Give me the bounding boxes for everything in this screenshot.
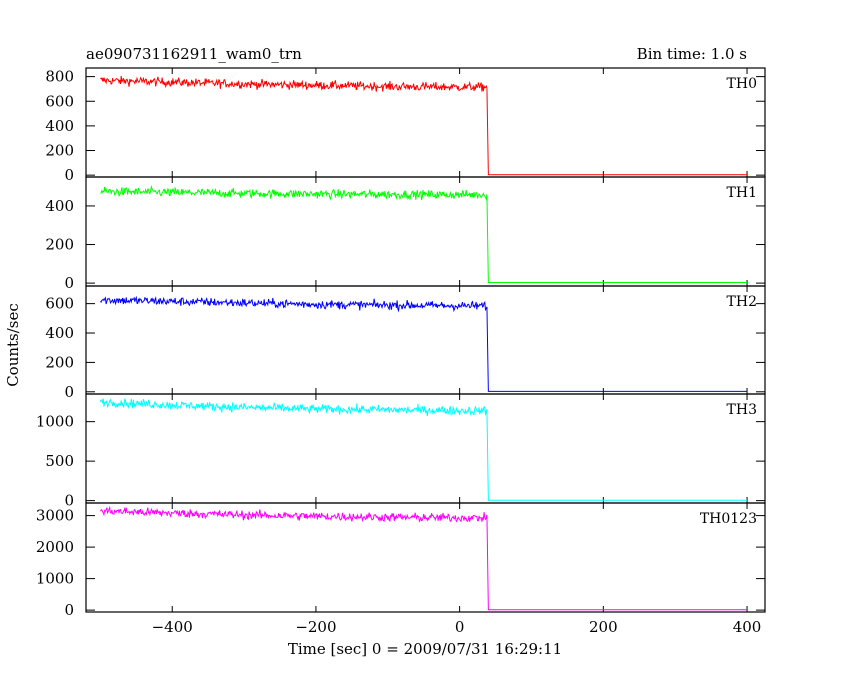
x-tick-label: 0 bbox=[455, 618, 465, 636]
y-tick-label: 3000 bbox=[36, 507, 74, 525]
y-tick-label: 800 bbox=[45, 68, 74, 86]
x-tick-label: −400 bbox=[152, 618, 193, 636]
y-tick-label: 500 bbox=[45, 452, 74, 470]
y-tick-label: 1000 bbox=[36, 570, 74, 588]
y-tick-label: 200 bbox=[45, 353, 74, 371]
series-line-th0123 bbox=[99, 505, 748, 611]
y-tick-label: 0 bbox=[64, 601, 74, 619]
y-tick-label: 1000 bbox=[36, 413, 74, 431]
chart-title: ae090731162911_wam0_trn bbox=[86, 45, 302, 63]
series-line-th1 bbox=[100, 185, 748, 284]
x-tick-label: 400 bbox=[733, 618, 762, 636]
series-line-th2 bbox=[100, 295, 748, 392]
panel-th2: 0 200 400 600 TH2 bbox=[45, 285, 766, 401]
x-axis-label: Time [sec] 0 = 2009/07/31 16:29:11 bbox=[288, 640, 562, 658]
y-tick-label: 0 bbox=[64, 274, 74, 292]
series-label-th1: TH1 bbox=[727, 185, 757, 201]
y-tick-label: 400 bbox=[45, 324, 74, 342]
x-tick-label: 200 bbox=[589, 618, 618, 636]
series-label-th2: TH2 bbox=[727, 294, 757, 310]
series-label-th0: TH0 bbox=[727, 76, 757, 92]
y-tick-label: 400 bbox=[45, 197, 74, 215]
x-axis: −400 −200 0 200 400 bbox=[152, 618, 762, 636]
y-tick-label: 2000 bbox=[36, 538, 74, 556]
y-tick-label: 0 bbox=[64, 166, 74, 184]
y-tick-label: 0 bbox=[64, 492, 74, 510]
y-tick-label: 200 bbox=[45, 142, 74, 160]
series-line-th3 bbox=[99, 398, 748, 501]
series-label-th0123: TH0123 bbox=[700, 511, 757, 527]
y-axis-label: Counts/sec bbox=[4, 303, 22, 387]
y-tick-label: 600 bbox=[45, 92, 74, 110]
panel-th3: 0 500 1000 TH3 bbox=[36, 393, 766, 510]
y-tick-label: 200 bbox=[45, 236, 74, 254]
panel-th0123: 0 1000 2000 3000 TH0123 bbox=[36, 502, 766, 619]
series-line-th0 bbox=[100, 75, 748, 176]
y-tick-label: 600 bbox=[45, 295, 74, 313]
series-label-th3: TH3 bbox=[727, 402, 757, 418]
y-tick-label: 400 bbox=[45, 117, 74, 135]
bin-time-label: Bin time: 1.0 s bbox=[637, 45, 747, 63]
y-tick-label: 0 bbox=[64, 383, 74, 401]
panel-frame bbox=[85, 502, 766, 613]
panel-th1: 0 200 400 TH1 bbox=[45, 176, 766, 292]
panel-th0: 0 200 400 600 800 TH0 bbox=[45, 67, 766, 184]
x-tick-label: −200 bbox=[295, 618, 336, 636]
